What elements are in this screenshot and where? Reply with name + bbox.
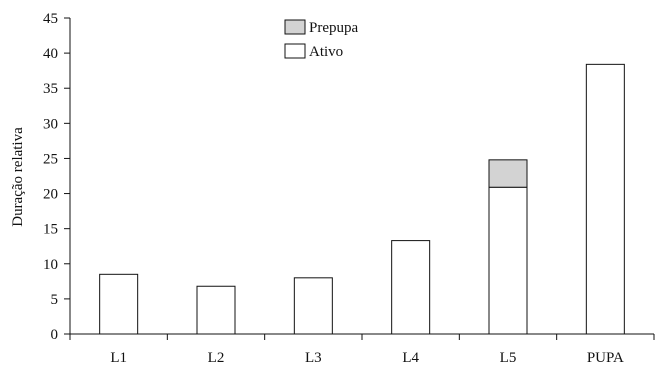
legend: Prepupa Ativo (284, 19, 358, 60)
bar-ativo-l4 (391, 240, 431, 335)
bar-ativo-pupa (585, 63, 625, 335)
legend-label: Prepupa (309, 20, 358, 36)
legend-swatch (284, 19, 306, 35)
y-tick-label: 35 (43, 81, 58, 97)
legend-label: Ativo (309, 44, 343, 60)
x-tick-label: PUPA (587, 350, 624, 366)
x-axis-ticks: L1 L2 L3 L4 L5 PUPA (69, 334, 655, 366)
x-tick-label: L4 (402, 350, 419, 366)
y-tick-label: 15 (43, 222, 58, 238)
bar-ativo-l2 (196, 285, 236, 335)
x-tick-label: L3 (305, 350, 322, 366)
bar-ativo-l1 (99, 273, 139, 335)
y-tick-label: 25 (43, 151, 58, 167)
y-tick-label: 30 (43, 116, 58, 132)
x-tick-label: L2 (208, 350, 225, 366)
y-tick-label: 5 (51, 292, 59, 308)
y-axis-label: Duração relativa (10, 127, 26, 227)
bar-prepupa-l5 (488, 159, 528, 188)
x-tick-label: L5 (500, 350, 517, 366)
y-tick-label: 45 (43, 11, 58, 27)
x-tick-label: L1 (110, 350, 127, 366)
y-tick-label: 0 (51, 327, 59, 343)
y-tick-label: 40 (43, 46, 58, 62)
bars-group (99, 63, 625, 335)
legend-swatch (284, 43, 306, 59)
y-tick-label: 10 (43, 257, 58, 273)
bar-ativo-l5 (488, 186, 528, 335)
y-axis-ticks: 0 5 10 15 20 25 30 35 40 45 (43, 11, 70, 343)
bar-ativo-l3 (293, 277, 333, 335)
y-tick-label: 20 (43, 187, 58, 203)
